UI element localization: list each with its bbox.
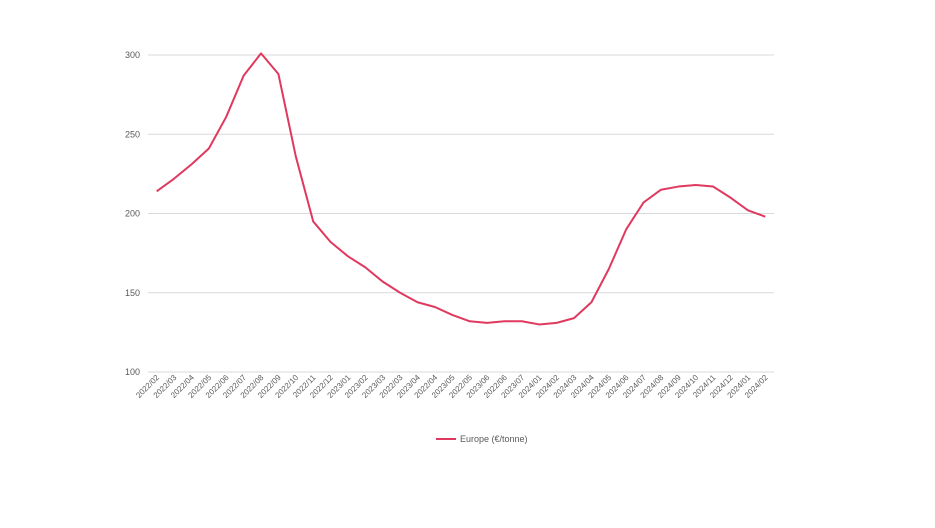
y-tick-label: 250 <box>125 129 140 139</box>
series-line <box>156 52 766 326</box>
y-tick-label: 100 <box>125 367 140 377</box>
legend-label: Europe (€/tonne) <box>460 434 528 444</box>
y-tick-label: 150 <box>125 288 140 298</box>
y-tick-label: 200 <box>125 209 140 219</box>
y-tick-label: 300 <box>125 50 140 60</box>
